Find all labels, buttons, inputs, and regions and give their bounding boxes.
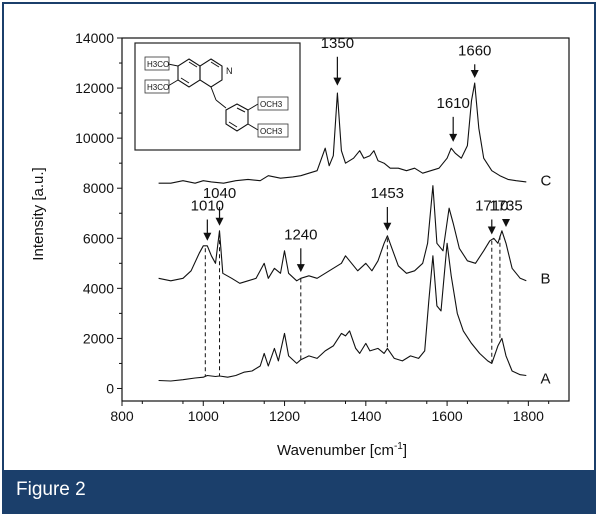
substituent-label: OCH3 <box>260 127 283 136</box>
y-tick-label: 6000 <box>83 230 114 246</box>
peak-arrow-head <box>449 133 458 142</box>
bond <box>167 79 179 87</box>
x-tick-label: 1200 <box>269 408 300 424</box>
x-tick-label: 1800 <box>513 408 544 424</box>
double-bond <box>228 121 238 128</box>
figure-caption-bar: Figure 2 <box>4 470 594 512</box>
double-bond <box>210 61 220 68</box>
double-bond <box>180 77 190 84</box>
y-tick-label: 2000 <box>83 330 114 346</box>
series-label-B: B <box>541 270 551 287</box>
bond <box>247 123 259 131</box>
peak-arrow-head <box>383 222 392 231</box>
peak-label: 1453 <box>371 185 404 202</box>
peak-label: 1010 <box>191 198 224 215</box>
x-axis-label: Wavenumber [cm-1] <box>277 441 407 459</box>
series-line-C <box>158 82 527 184</box>
bond <box>215 99 227 109</box>
x-tick-label: 800 <box>110 408 134 424</box>
chart-area: 800 1000 1200 1400 1600 1800 0 2000 4000 6000 8000… <box>4 4 594 470</box>
substituent-label: OCH3 <box>260 100 283 109</box>
y-tick-label: 14000 <box>75 30 114 46</box>
y-tick-label: 0 <box>106 380 114 396</box>
substituent-box <box>144 56 170 71</box>
bond <box>247 103 259 111</box>
y-tick-label: 4000 <box>83 280 114 296</box>
series-label-A: A <box>541 370 551 387</box>
peak-arrow-head <box>203 232 212 241</box>
double-bond <box>188 61 198 68</box>
series-label-C: C <box>541 173 552 190</box>
x-tick-label: 1600 <box>432 408 463 424</box>
substituent-label: H3CO <box>147 83 169 92</box>
substituent-box <box>257 96 289 111</box>
peak-label: 1040 <box>203 185 236 202</box>
y-tick-label: 12000 <box>75 80 114 96</box>
y-tick-label: 8000 <box>83 180 114 196</box>
peak-arrow-head <box>487 226 496 235</box>
peak-arrow-head <box>215 217 224 226</box>
peak-label: 1735 <box>489 198 522 215</box>
bond <box>210 86 217 101</box>
series-line-A <box>158 242 527 382</box>
peak-label: 1660 <box>458 43 491 60</box>
peak-arrow-head <box>470 70 479 79</box>
bond <box>167 63 179 67</box>
peak-label: 1710 <box>475 198 508 215</box>
x-tick-label: 1000 <box>188 408 219 424</box>
x-tick-label: 1400 <box>350 408 381 424</box>
substituent-box <box>257 123 289 138</box>
peak-label: 1610 <box>436 95 469 112</box>
raman-spectra-chart: 800 1000 1200 1400 1600 1800 0 2000 4000 6000 8000… <box>30 30 570 459</box>
y-axis-label: Intensity [a.u.] <box>30 167 47 260</box>
series-line-B <box>158 185 527 284</box>
substituent-box <box>144 79 170 94</box>
peak-label: 1240 <box>284 227 317 244</box>
double-bond <box>236 107 246 113</box>
figure-caption: Figure 2 <box>16 479 86 500</box>
nitrogen-atom: N <box>226 66 233 76</box>
y-tick-label: 10000 <box>75 130 114 146</box>
substituent-label: H3CO <box>147 60 169 69</box>
peak-arrow-head <box>296 264 305 273</box>
molecule-inset: N H3CO H3CO OCH3 OCH3 <box>134 42 301 151</box>
peak-arrow-head <box>333 77 342 86</box>
peak-arrow-head <box>502 219 511 228</box>
peak-label: 1350 <box>321 35 354 52</box>
figure-frame: 800 1000 1200 1400 1600 1800 0 2000 4000 6000 8000… <box>2 2 596 514</box>
